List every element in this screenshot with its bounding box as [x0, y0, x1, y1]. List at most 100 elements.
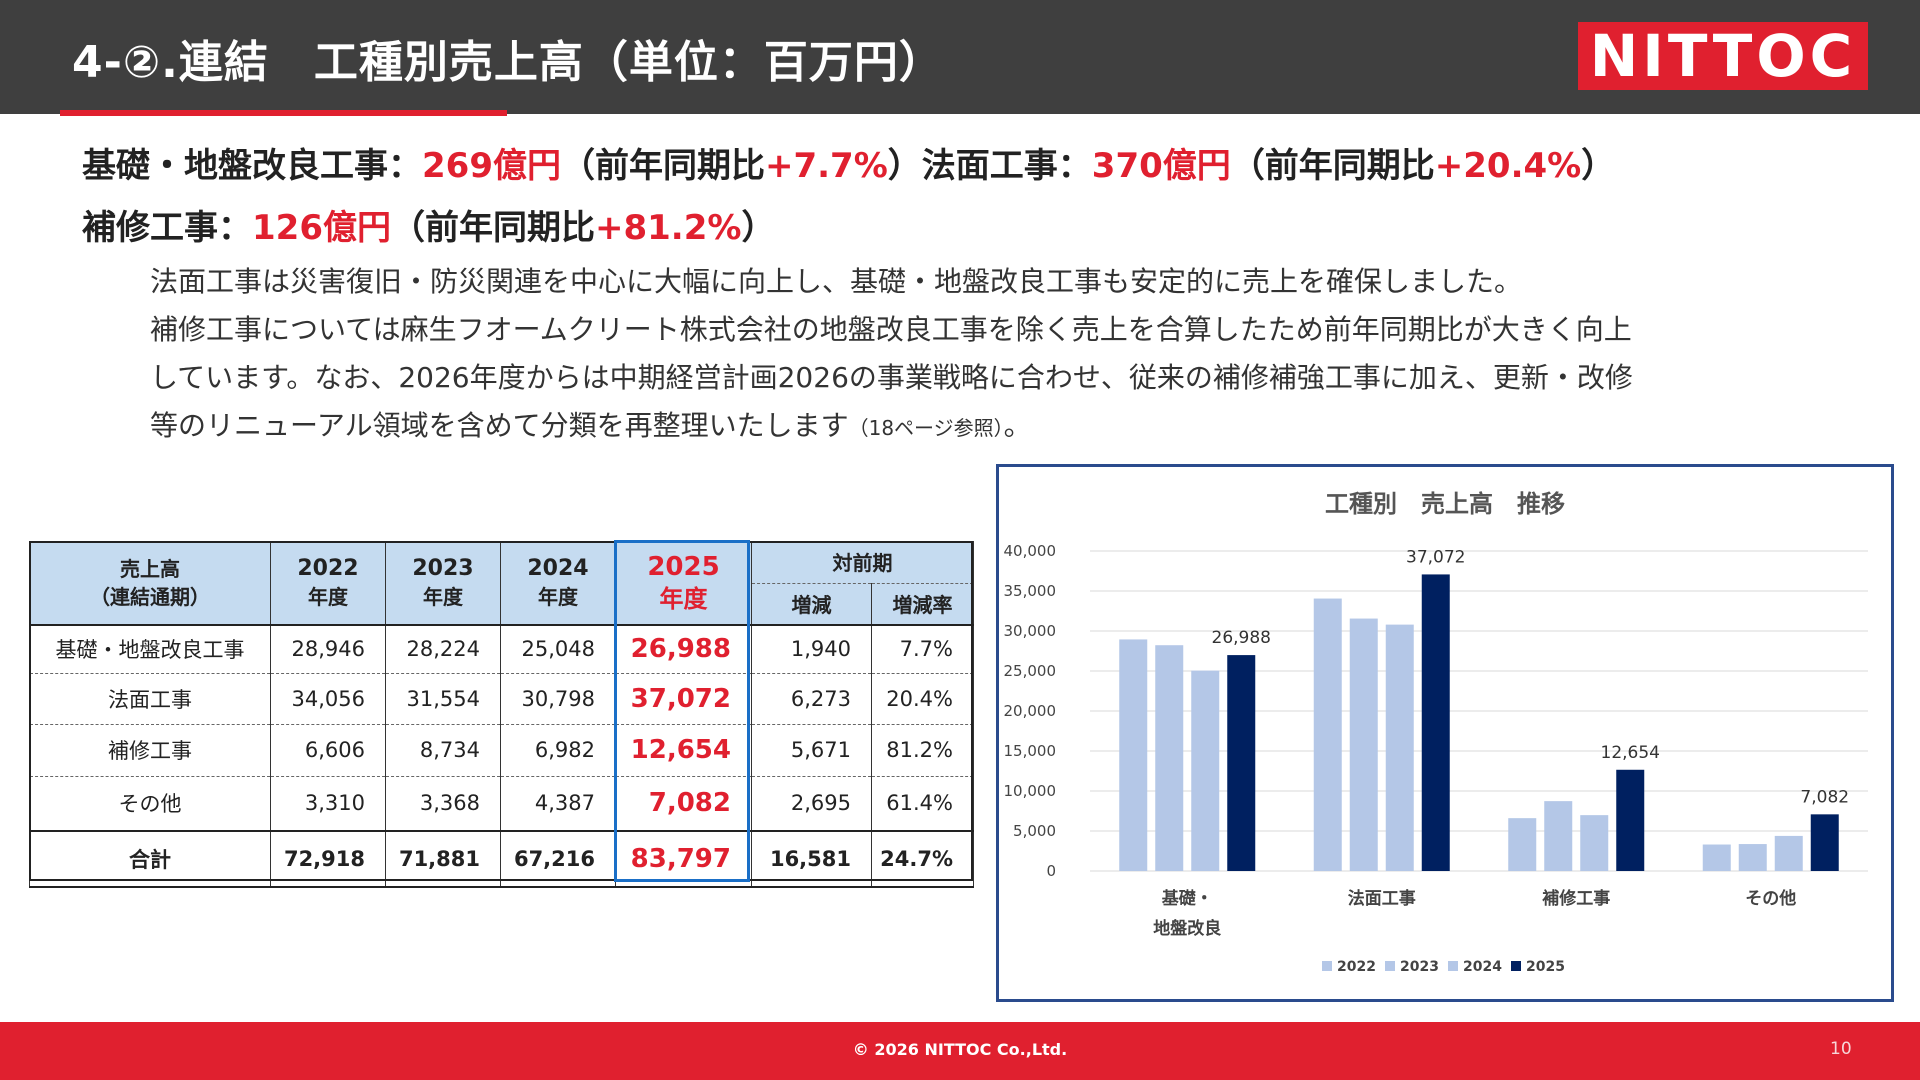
bar-2022 [1313, 598, 1342, 871]
row-label: 基礎・地盤改良工事 [29, 625, 271, 674]
year-suffix: 年度 [538, 584, 578, 609]
cell-2025: 7,082 [615, 776, 752, 832]
bar-2023 [1544, 801, 1573, 871]
cell-2025: 12,654 [615, 724, 752, 777]
cell-2022: 28,946 [270, 625, 386, 674]
row-label: 合計 [29, 830, 271, 888]
header-label-line: 売上高 [120, 556, 180, 581]
legend-label: 2023 [1400, 959, 1439, 975]
cell-2022: 6,606 [270, 724, 386, 777]
headline-rate: +7.7% [764, 146, 888, 186]
header-year-2025: 2025 年度 [615, 541, 752, 625]
headline-value: 126億円 [252, 208, 391, 248]
cell-2023: 8,734 [385, 724, 501, 777]
cell-diff: 1,940 [751, 625, 872, 674]
cell-2025: 26,988 [615, 625, 752, 674]
year-suffix: 年度 [423, 584, 463, 609]
logo-text: NITTOC [1589, 22, 1857, 90]
headline-segment: ）法面工事： [887, 146, 1092, 186]
year-text: 2025 [647, 551, 720, 582]
year-text: 2024 [527, 555, 589, 581]
y-tick-label: 30,000 [1004, 622, 1057, 640]
bar-2022 [1119, 639, 1148, 871]
bar-2024 [1385, 624, 1414, 871]
copyright: © 2026 NITTOC Co.,Ltd. [852, 1040, 1068, 1059]
bar-2025 [1227, 655, 1256, 871]
headline-segment: 基礎・地盤改良工事： [82, 146, 422, 186]
year-text: 2022 [297, 555, 359, 581]
cell-2025: 83,797 [615, 830, 752, 888]
cell-2022: 34,056 [270, 673, 386, 725]
cell-rate: 81.2% [871, 724, 974, 777]
legend-label: 2025 [1526, 959, 1565, 975]
row-label: その他 [29, 776, 271, 832]
chart-title: 工種別 売上高 推移 [1325, 490, 1565, 518]
data-label: 7,082 [1800, 787, 1849, 807]
body-text-line: しています。なお、2026年度からは中期経営計画2026の事業戦略に合わせ、従来… [150, 361, 1633, 394]
x-tick-label: その他 [1745, 888, 1796, 909]
body-text-line: 等のリニューアル領域を含めて分類を再整理いたします（18ページ参照）。 [150, 404, 1032, 444]
year-suffix: 年度 [308, 584, 348, 609]
header-label-line: （連結通期） [90, 584, 210, 609]
cell-2022: 3,310 [270, 776, 386, 832]
data-label: 12,654 [1601, 743, 1660, 763]
cell-rate: 7.7% [871, 625, 974, 674]
row-label: 法面工事 [29, 673, 271, 725]
legend-label: 2024 [1463, 959, 1502, 975]
cell-diff: 5,671 [751, 724, 872, 777]
cell-rate: 20.4% [871, 673, 974, 725]
x-tick-label: 補修工事 [1541, 888, 1610, 909]
body-text-line: 法面工事は災害復旧・防災関連を中心に大幅に向上し、基礎・地盤改良工事も安定的に売… [150, 265, 1523, 298]
y-tick-label: 25,000 [1004, 662, 1057, 680]
page-number: 10 [1830, 1039, 1852, 1059]
y-tick-label: 15,000 [1004, 742, 1057, 760]
x-tick-label: 法面工事 [1348, 888, 1416, 909]
bar-2022 [1702, 844, 1731, 871]
year-text: 2023 [412, 555, 474, 581]
bar-2024 [1580, 815, 1609, 871]
headline-value: 370億円 [1091, 146, 1231, 186]
cell-2023: 28,224 [385, 625, 501, 674]
sales-table: 売上高 （連結通期） 2022 年度 2023 年度 2024 年度 2025 … [29, 541, 974, 888]
headline-rate: +81.2% [594, 208, 742, 248]
cell-rate: 24.7% [871, 830, 974, 888]
headline-segment: ） [741, 208, 776, 248]
nittoc-logo: NITTOC [1578, 22, 1868, 90]
headline-segment: ） [1581, 146, 1616, 186]
cell-diff: 2,695 [751, 776, 872, 832]
header-yoy: 対前期 [751, 541, 974, 584]
body-text-segment: 等のリニューアル領域を含めて分類を再整理いたします [150, 409, 849, 442]
y-tick-label: 0 [1046, 862, 1056, 880]
y-tick-label: 5,000 [1013, 822, 1056, 840]
bar-2022 [1508, 818, 1537, 871]
bar-2023 [1349, 618, 1378, 871]
page-reference: （18ページ参照） [848, 416, 1004, 440]
legend-swatch [1448, 961, 1458, 971]
year-suffix: 年度 [659, 584, 708, 613]
header-year-2023: 2023 年度 [385, 541, 501, 625]
header-bar: 4-②.連結 工種別売上高（単位：百万円） NITTOC [0, 0, 1920, 114]
bar-2023 [1738, 844, 1767, 871]
data-label: 26,988 [1212, 628, 1271, 648]
headline-value: 269億円 [422, 146, 561, 186]
header-label: 売上高 （連結通期） [29, 541, 271, 625]
cell-2024: 67,216 [500, 830, 616, 888]
cell-diff: 6,273 [751, 673, 872, 725]
title-underline [60, 110, 507, 116]
bar-2025 [1810, 814, 1839, 871]
cell-2024: 30,798 [500, 673, 616, 725]
body-text-segment: 。 [1003, 409, 1032, 442]
bar-2024 [1191, 670, 1220, 871]
legend-label: 2022 [1337, 959, 1376, 975]
header-year-2022: 2022 年度 [270, 541, 386, 625]
body-text-line: 補修工事については麻生フオームクリート株式会社の地盤改良工事を除く売上を合算した… [150, 313, 1632, 346]
cell-2024: 4,387 [500, 776, 616, 832]
table-row: 基礎・地盤改良工事 28,946 28,224 25,048 26,988 1,… [29, 625, 974, 674]
cell-2023: 31,554 [385, 673, 501, 725]
legend-swatch [1322, 961, 1332, 971]
y-tick-label: 40,000 [1004, 542, 1057, 560]
headline-rate: +20.4% [1434, 146, 1582, 186]
cell-2024: 6,982 [500, 724, 616, 777]
bar-2023 [1155, 645, 1184, 871]
data-label: 37,072 [1406, 547, 1465, 567]
